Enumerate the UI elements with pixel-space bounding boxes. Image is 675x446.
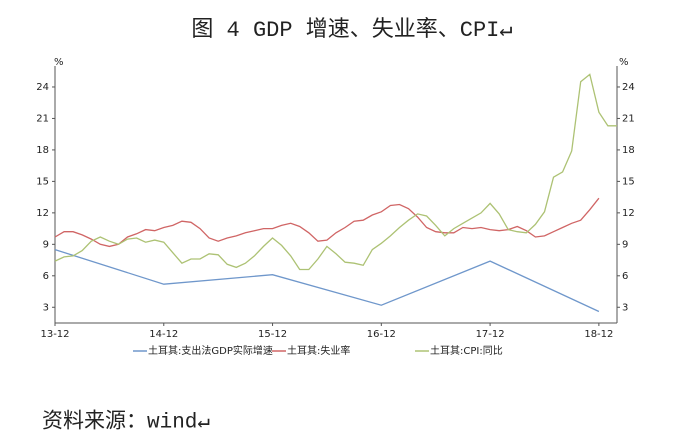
x-tick-label: 16-12	[367, 329, 396, 340]
y2-tick-label: 9	[622, 239, 628, 250]
y2-tick-label: 6	[622, 271, 628, 282]
y-axis-unit: %	[54, 57, 64, 68]
y-tick-label: 6	[43, 271, 49, 282]
series-line	[54, 248, 600, 313]
y-tick-label: 24	[36, 82, 49, 93]
legend-label: 土耳其:失业率	[287, 344, 350, 357]
x-tick-label: 15-12	[258, 329, 287, 340]
y2-tick-label: 24	[622, 82, 635, 93]
y-tick-label: 12	[36, 208, 49, 219]
x-tick-label: 13-12	[40, 329, 69, 340]
y-tick-label: 9	[43, 239, 49, 250]
y2-tick-label: 3	[622, 302, 628, 313]
y-tick-label: 21	[36, 113, 49, 124]
series-line	[54, 197, 600, 248]
chart-title: 图 4 GDP 增速、失业率、CPI↵	[191, 17, 512, 43]
x-tick-label: 18-12	[584, 329, 613, 340]
y2-axis-unit: %	[619, 57, 629, 68]
y2-tick-label: 12	[622, 208, 635, 219]
y2-tick-label: 18	[622, 145, 635, 156]
y-tick-label: 3	[43, 302, 49, 313]
y-tick-label: 15	[36, 176, 49, 187]
y2-tick-label: 15	[622, 176, 635, 187]
legend-label: 土耳其:CPI:同比	[430, 344, 503, 357]
series-line	[54, 73, 617, 271]
x-tick-label: 17-12	[476, 329, 505, 340]
y2-tick-label: 21	[622, 113, 635, 124]
legend-label: 土耳其:支出法GDP实际增速	[148, 344, 273, 357]
x-tick-label: 14-12	[149, 329, 178, 340]
source-note: 资料来源：wind↵	[42, 410, 210, 435]
y-tick-label: 18	[36, 145, 49, 156]
